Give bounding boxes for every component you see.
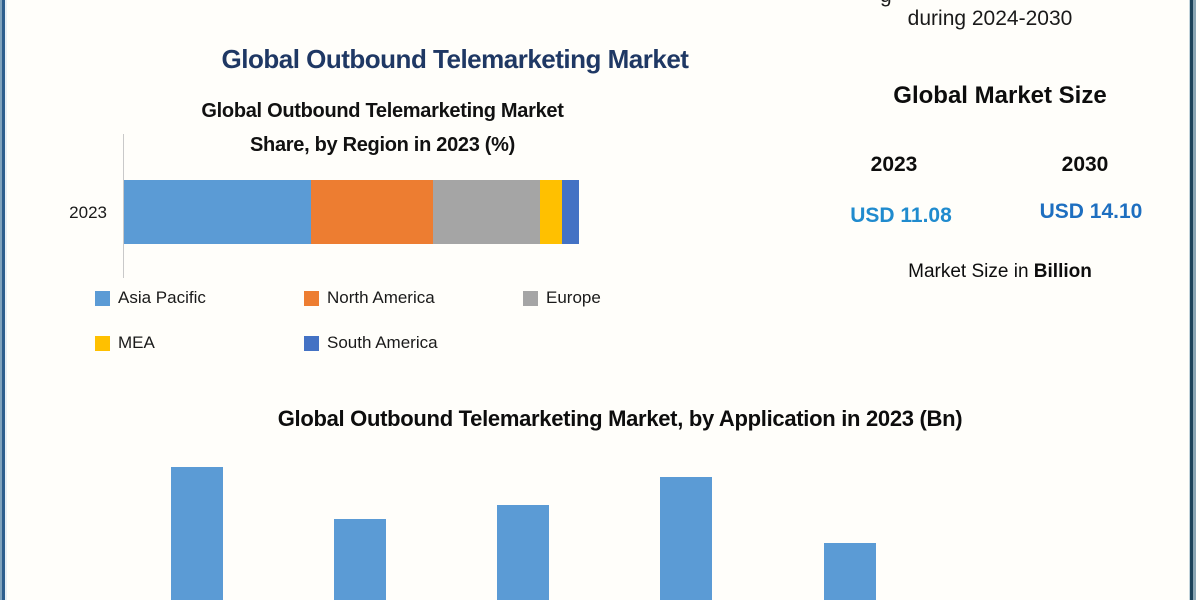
right-border-stripe bbox=[1189, 0, 1196, 600]
application-bar-2 bbox=[334, 519, 386, 600]
region-segment-north-america bbox=[310, 180, 434, 244]
application-bar-3 bbox=[497, 505, 549, 600]
region-segment-europe bbox=[433, 180, 541, 244]
region-segment-south-america bbox=[562, 180, 579, 244]
cagr-period-text: during 2024-2030 bbox=[907, 7, 1073, 30]
legend-item-south-america: South America bbox=[304, 333, 438, 353]
region-stacked-bar bbox=[124, 180, 579, 244]
region-chart-title-line2: Share, by Region in 2023 (%) bbox=[249, 134, 515, 156]
legend-item-mea: MEA bbox=[95, 333, 155, 353]
application-bar-1 bbox=[171, 467, 223, 600]
legend-label-south-america: South America bbox=[327, 333, 438, 352]
legend-label-asia-pacific: Asia Pacific bbox=[118, 288, 206, 307]
market-size-caption: Market Size in Billion bbox=[845, 261, 1155, 283]
legend-swatch-europe bbox=[523, 290, 538, 306]
legend-label-mea: MEA bbox=[118, 333, 155, 352]
year-end-label: 2030 bbox=[1061, 153, 1109, 176]
legend-item-north-america: North America bbox=[304, 288, 435, 308]
cropped-text-fragment: g bbox=[880, 0, 904, 9]
market-value-end: USD 14.10 bbox=[1039, 200, 1143, 223]
global-market-size-heading: Global Market Size bbox=[893, 82, 1107, 109]
legend-item-europe: Europe bbox=[523, 288, 601, 308]
region-chart-title-line1: Global Outbound Telemarketing Market bbox=[201, 100, 564, 122]
legend-swatch-mea bbox=[95, 335, 110, 351]
page-title: Global Outbound Telemarketing Market bbox=[221, 44, 689, 74]
left-border-stripe bbox=[0, 0, 7, 600]
region-segment-mea bbox=[540, 180, 563, 244]
application-bar-5 bbox=[824, 543, 876, 600]
application-chart-title: Global Outbound Telemarketing Market, by… bbox=[277, 406, 963, 431]
application-bar-4 bbox=[660, 477, 712, 600]
legend-label-europe: Europe bbox=[546, 288, 601, 307]
market-size-caption-prefix: Market Size in bbox=[908, 261, 1034, 282]
region-segment-asia-pacific bbox=[124, 180, 311, 244]
region-chart-axis-line bbox=[123, 134, 124, 278]
year-start-label: 2023 bbox=[870, 153, 918, 176]
legend-item-asia-pacific: Asia Pacific bbox=[95, 288, 206, 308]
legend-swatch-south-america bbox=[304, 335, 319, 351]
region-chart-title: Global Outbound Telemarketing Market Sha… bbox=[110, 94, 655, 162]
legend-label-north-america: North America bbox=[327, 288, 435, 307]
market-value-start: USD 11.08 bbox=[850, 204, 952, 227]
legend-swatch-north-america bbox=[304, 290, 319, 306]
region-legend: Asia Pacific North America Europe MEA South … bbox=[0, 288, 700, 358]
region-chart-category-label: 2023 bbox=[69, 203, 107, 222]
market-size-caption-unit: Billion bbox=[1033, 261, 1092, 282]
legend-swatch-asia-pacific bbox=[95, 290, 110, 306]
